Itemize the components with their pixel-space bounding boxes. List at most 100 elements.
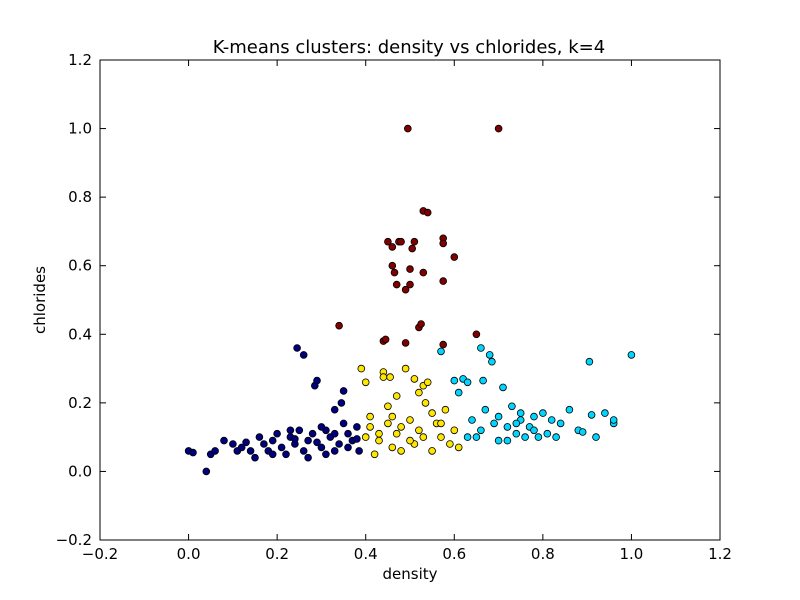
data-point — [384, 419, 392, 428]
data-point — [330, 405, 339, 414]
data-point — [229, 440, 237, 448]
data-point — [386, 373, 394, 381]
data-point — [494, 124, 503, 133]
data-point — [410, 237, 419, 246]
data-points — [184, 124, 636, 476]
data-point — [304, 436, 312, 445]
x-tick-label: −0.2 — [82, 545, 118, 563]
data-point — [401, 285, 410, 294]
data-point — [415, 426, 423, 435]
data-point — [277, 443, 286, 452]
data-point — [472, 433, 481, 441]
data-point — [304, 453, 312, 462]
y-axis-label: chlorides — [31, 266, 49, 334]
data-point — [353, 423, 361, 431]
data-point — [339, 419, 348, 428]
y-tick-label: 0.0 — [68, 462, 92, 480]
data-point — [337, 399, 346, 407]
data-point — [521, 433, 529, 441]
data-point — [397, 423, 405, 431]
data-point — [419, 433, 428, 441]
x-tick-label: 0.2 — [265, 545, 289, 563]
data-point — [534, 433, 543, 441]
data-point — [439, 239, 448, 248]
data-point — [388, 443, 397, 452]
data-point — [388, 243, 397, 251]
data-point — [260, 440, 268, 448]
data-point — [601, 409, 609, 417]
data-point — [417, 320, 425, 328]
data-point — [406, 416, 414, 424]
x-tick-label: 0.0 — [177, 545, 201, 563]
data-point — [454, 443, 463, 452]
data-point — [251, 453, 259, 462]
data-point — [585, 357, 594, 366]
data-point — [384, 237, 392, 246]
data-point — [485, 351, 494, 359]
data-point — [423, 378, 432, 387]
data-point — [246, 447, 255, 455]
data-point — [547, 416, 556, 424]
data-point — [361, 433, 370, 441]
data-point — [322, 450, 330, 459]
data-point — [397, 237, 405, 246]
data-point — [403, 124, 412, 133]
data-point — [539, 409, 547, 417]
data-point — [355, 447, 363, 455]
data-point — [552, 433, 560, 441]
data-point — [408, 244, 417, 253]
data-point — [401, 339, 410, 347]
data-point — [401, 364, 410, 373]
y-tick-label: 0.8 — [68, 188, 92, 206]
x-tick-label: 0.6 — [442, 545, 466, 563]
data-point — [370, 450, 379, 459]
data-point — [450, 426, 459, 435]
data-point — [220, 436, 228, 445]
data-point — [242, 438, 250, 447]
data-point — [437, 347, 445, 356]
data-point — [335, 440, 343, 448]
chart-title: K-means clusters: density vs chlorides, … — [213, 37, 605, 58]
data-point — [410, 375, 419, 383]
data-point — [406, 265, 414, 273]
data-point — [609, 416, 618, 424]
data-point — [565, 405, 574, 414]
data-point — [291, 435, 299, 443]
data-point — [543, 429, 552, 438]
data-point — [293, 344, 301, 352]
y-tick-label: 1.2 — [68, 51, 92, 69]
data-point — [627, 351, 636, 359]
data-point — [463, 433, 472, 441]
x-tick-label: 1.0 — [619, 545, 643, 563]
axis-ticks: −0.2 0.0 0.2 0.4 0.6 0.8 1.0 1.2 −0.2 0.0 0.2 0.4 0.… — [56, 51, 732, 563]
data-point — [439, 277, 448, 285]
data-point — [556, 419, 565, 428]
data-point — [494, 412, 503, 421]
data-point — [282, 450, 290, 459]
x-tick-label: 1.2 — [708, 545, 732, 563]
data-point — [450, 253, 459, 261]
data-point — [468, 416, 476, 424]
data-point — [415, 388, 423, 397]
data-point — [423, 208, 432, 217]
data-point — [353, 435, 361, 443]
data-point — [428, 409, 436, 417]
data-point — [494, 436, 503, 445]
data-point — [308, 429, 317, 438]
data-point — [490, 419, 498, 428]
data-point — [317, 443, 326, 452]
data-point — [421, 399, 430, 407]
data-point — [503, 423, 512, 431]
cluster-4 — [335, 124, 503, 349]
data-point — [268, 436, 277, 445]
x-tick-label: 0.4 — [354, 545, 378, 563]
data-point — [437, 419, 445, 428]
data-point — [530, 412, 538, 421]
data-point — [381, 335, 390, 344]
data-point — [255, 433, 264, 441]
data-point — [388, 412, 397, 421]
data-point — [477, 426, 485, 435]
data-point — [379, 373, 388, 381]
data-point — [344, 443, 352, 452]
data-point — [516, 409, 525, 417]
